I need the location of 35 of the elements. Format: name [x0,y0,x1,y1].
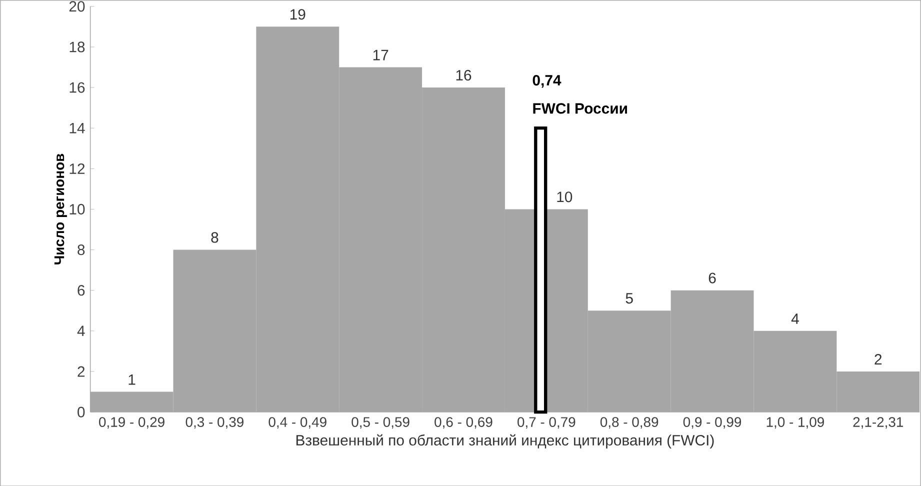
data-label: 10 [557,191,572,202]
data-label: 19 [290,8,306,20]
data-label: 6 [708,272,716,284]
y-tick-label: 0 [78,406,85,418]
y-tick-label: 6 [78,284,85,296]
x-axis-title: Взвешенный по области знаний индекс цитирования (FWCI) [296,434,714,448]
x-tick-label: 0,6 - 0,69 [434,416,492,428]
annotation: 0,74 [532,74,562,88]
y-tick-label: 20 [69,0,85,12]
data-label: 17 [373,50,388,60]
y-tick-label: 14 [70,122,85,134]
x-tick-label: 0,9 - 0,99 [683,416,742,428]
y-tick-label: 8 [78,244,85,255]
data-label: 1 [128,374,136,385]
x-tick-label: 2,1-2,31 [853,416,903,428]
data-label: 8 [211,232,218,243]
x-tick-label: 0,4 - 0,49 [268,416,326,428]
y-tick-label: 4 [77,326,85,336]
annotation: FWCI России [533,102,627,114]
data-label: 4 [791,313,799,324]
data-label: 16 [456,70,472,80]
data-label: 5 [626,292,633,304]
y-axis-title: Число регионов [54,154,67,264]
x-tick-label: 0,7 - 0,79 [518,416,576,428]
data-label: 2 [874,354,882,364]
x-tick-label: 0,19 - 0,29 [99,416,164,428]
y-tick-label: 18 [70,41,85,52]
x-tick-label: 1,0 - 1,09 [766,416,824,428]
y-tick-label: 2 [78,366,85,377]
x-tick-label: 0,8 - 0,89 [600,416,658,428]
y-tick-label: 10 [70,204,85,214]
y-tick-label: 16 [70,82,85,93]
y-tick-label: 12 [70,163,85,174]
x-tick-label: 0,5 - 0,59 [352,416,410,428]
x-tick-label: 0,3 - 0,39 [186,416,244,428]
